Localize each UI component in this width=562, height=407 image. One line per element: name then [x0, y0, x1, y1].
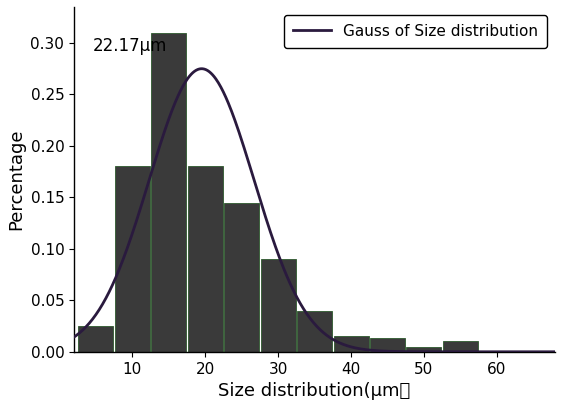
- Bar: [370, 338, 405, 352]
- X-axis label: Size distribution(μm）: Size distribution(μm）: [219, 382, 411, 400]
- Bar: [188, 166, 223, 352]
- Bar: [115, 166, 150, 352]
- Bar: [224, 203, 259, 352]
- Bar: [261, 259, 296, 352]
- Bar: [297, 311, 332, 352]
- Bar: [333, 336, 369, 352]
- Bar: [79, 326, 114, 352]
- Y-axis label: Percentage: Percentage: [7, 129, 25, 230]
- Text: 22.17μm: 22.17μm: [92, 37, 167, 55]
- Legend: Gauss of Size distribution: Gauss of Size distribution: [284, 15, 547, 48]
- Bar: [406, 347, 441, 352]
- Bar: [151, 33, 187, 352]
- Bar: [443, 341, 478, 352]
